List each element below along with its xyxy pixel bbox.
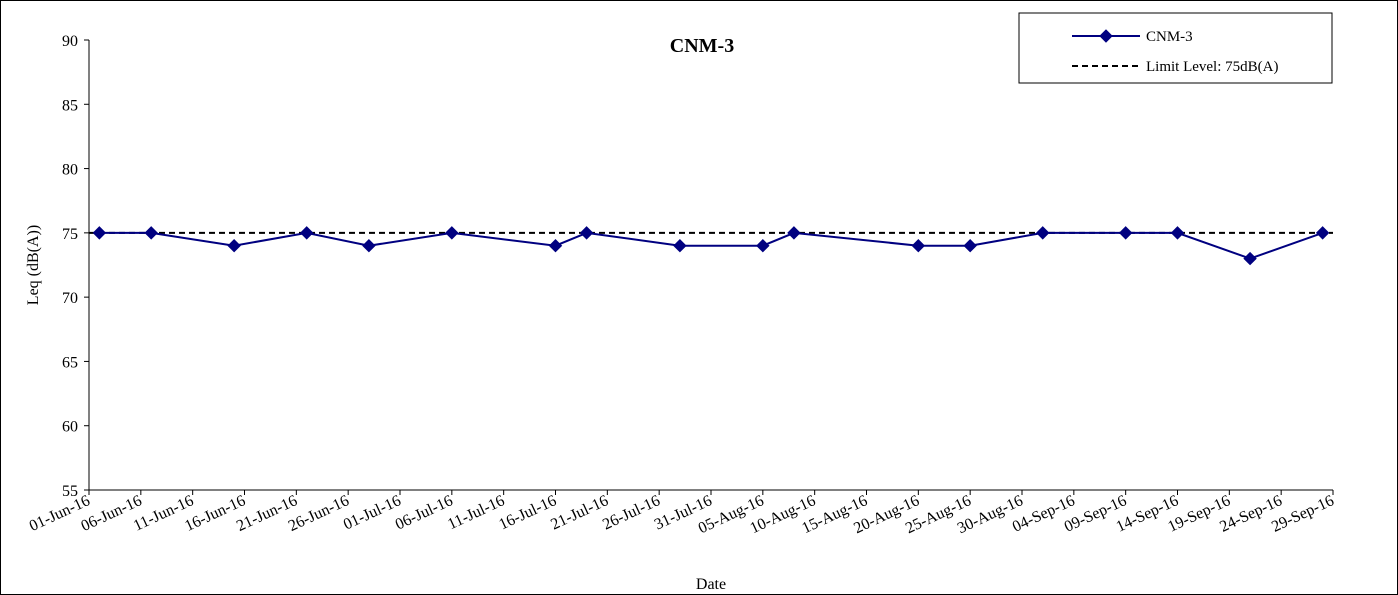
data-point	[299, 226, 314, 240]
data-point	[92, 226, 107, 240]
x-tick-label: 01-Jul-16	[341, 492, 404, 533]
x-tick-label: 11-Jul-16	[445, 492, 507, 533]
chart-title: CNM-3	[670, 35, 734, 57]
x-tick-label: 06-Jul-16	[393, 492, 456, 533]
legend-label: CNM-3	[1146, 29, 1193, 45]
data-point	[1036, 226, 1050, 240]
data-point	[445, 226, 459, 240]
data-point	[673, 239, 687, 253]
y-tick-label: 85	[62, 97, 78, 114]
x-axis-title: Date	[696, 576, 726, 593]
legend-marker	[1099, 29, 1113, 43]
legend-box	[1018, 12, 1333, 84]
x-tick-label: 21-Jul-16	[548, 492, 611, 533]
data-point	[963, 239, 977, 253]
data-point	[1118, 226, 1133, 240]
y-tick-label: 65	[62, 354, 78, 371]
x-tick-label: 26-Jul-16	[600, 492, 663, 533]
legend: CNM-3 Limit Level: 75dB(A)	[1018, 12, 1333, 84]
data-point	[1243, 251, 1257, 266]
data-point	[911, 239, 926, 253]
y-axis: 55 60 65 70 75 80 85 90	[62, 33, 90, 500]
y-tick-label: 80	[62, 162, 78, 179]
data-point	[1315, 226, 1330, 240]
x-tick-label: 16-Jul-16	[496, 492, 559, 533]
data-point	[548, 239, 563, 253]
data-point	[756, 239, 770, 253]
data-point	[579, 226, 594, 240]
y-tick-label: 90	[62, 33, 78, 50]
y-tick-label: 60	[62, 419, 78, 436]
data-point	[787, 226, 801, 240]
data-point	[144, 226, 158, 240]
data-point	[362, 239, 376, 253]
y-tick-label: 55	[62, 483, 78, 500]
legend-label: Limit Level: 75dB(A)	[1146, 59, 1278, 75]
series-layer	[89, 226, 1333, 266]
y-tick-label: 75	[62, 226, 78, 243]
data-point	[227, 239, 241, 253]
x-axis: 01-Jun-1606-Jun-1611-Jun-1616-Jun-1621-J…	[27, 489, 1337, 537]
series-line	[99, 231, 1323, 260]
y-tick-label: 70	[62, 290, 78, 307]
y-axis-title: Leq (dB(A))	[25, 225, 42, 305]
data-point	[1170, 226, 1185, 240]
